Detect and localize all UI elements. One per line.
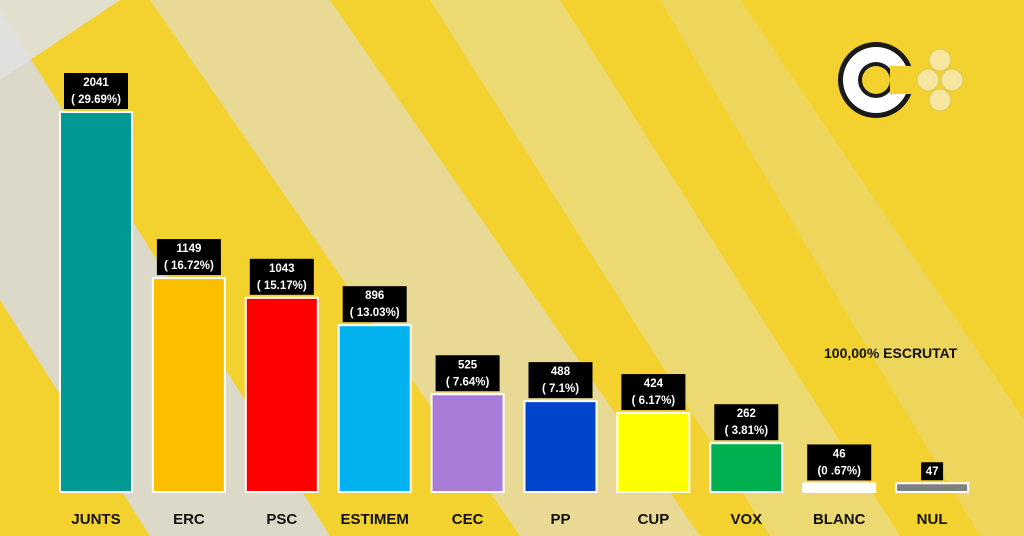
data-label-percent: ( 7.1%) [542,383,579,395]
bar-erc [151,277,226,493]
bar-estimem [337,324,412,493]
count-status-text: 100,00% ESCRUTAT [824,345,958,361]
data-label-box [621,374,686,411]
data-label-value: 896 [365,290,384,302]
data-label-percent: ( 3.81%) [725,425,769,437]
bar-cup [616,412,691,494]
category-label: ERC [173,511,205,528]
data-label-percent: ( 13.03%) [350,307,400,319]
data-label-value: 46 [833,448,846,460]
data-label-value: 1149 [176,243,201,255]
data-label-value: 262 [737,408,756,420]
data-label-value: 2041 [83,77,109,89]
category-label: JUNTS [71,511,120,528]
data-label-value: 488 [551,366,571,378]
data-label-percent: ( 16.72%) [164,260,214,272]
data-label-value: 1043 [269,263,295,275]
data-label-value: 47 [926,466,939,478]
category-label: PSC [266,511,297,528]
category-label: PP [550,511,570,528]
data-label-box [714,404,779,441]
data-label-box [807,444,872,481]
category-label: CEC [452,511,484,528]
bar-vox [709,442,784,494]
data-label-box [342,286,407,323]
data-label-box [64,73,128,109]
data-label-box [435,355,500,392]
data-label-box [528,362,593,399]
bar-psc [244,296,319,493]
data-label-box [156,239,221,276]
category-label: ESTIMEM [341,511,409,528]
category-label: VOX [730,511,762,528]
bar-blanc [802,482,877,494]
bar-cec [430,393,505,493]
data-label-value: 424 [644,378,664,390]
data-label-percent: (0 .67%) [817,465,861,477]
bar-pp [523,400,598,493]
category-label: CUP [638,511,670,528]
data-label-box [249,258,314,295]
bar-junts [59,111,133,493]
category-label: NUL [917,511,948,528]
data-label-percent: ( 6.17%) [632,395,676,407]
data-label-value: 525 [458,359,478,371]
data-label-percent: ( 7.64%) [446,376,490,388]
data-label-percent: ( 15.17%) [257,280,307,292]
brand-logo [832,30,982,130]
bar-nul [895,482,970,494]
category-label: BLANC [813,511,866,528]
data-label-percent: ( 29.69%) [71,94,121,106]
data-label-box [921,462,944,481]
